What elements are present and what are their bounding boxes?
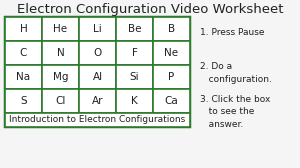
Bar (116, 41, 153, 65)
Text: Ar: Ar (92, 96, 103, 106)
Text: Ne: Ne (164, 48, 178, 58)
Bar (5, 17, 190, 127)
Text: Li: Li (93, 24, 102, 34)
Text: Ca: Ca (165, 96, 178, 106)
Text: H: H (20, 24, 27, 34)
Bar (79, 65, 116, 89)
Bar (79, 17, 116, 41)
Bar (153, 17, 190, 41)
Text: Cl: Cl (55, 96, 66, 106)
Text: O: O (93, 48, 102, 58)
Text: 1. Press Pause: 1. Press Pause (200, 28, 265, 37)
Text: S: S (20, 96, 27, 106)
Text: Al: Al (92, 72, 103, 82)
Bar (42, 89, 79, 113)
Text: P: P (168, 72, 175, 82)
Bar (153, 89, 190, 113)
Bar (116, 17, 153, 41)
Bar (42, 17, 79, 41)
Bar (79, 89, 116, 113)
Bar (5, 113, 190, 127)
Bar (5, 65, 42, 89)
Text: Si: Si (130, 72, 139, 82)
Bar (79, 41, 116, 65)
Bar (116, 65, 153, 89)
Bar (5, 41, 42, 65)
Text: N: N (57, 48, 64, 58)
Text: Na: Na (16, 72, 31, 82)
Bar (153, 41, 190, 65)
Bar (5, 89, 42, 113)
Bar (42, 41, 79, 65)
Bar (42, 65, 79, 89)
Bar (153, 65, 190, 89)
Text: 3. Click the box
   to see the
   answer.: 3. Click the box to see the answer. (200, 95, 270, 129)
Text: Introduction to Electron Configurations: Introduction to Electron Configurations (9, 116, 186, 124)
Text: C: C (20, 48, 27, 58)
Text: Be: Be (128, 24, 141, 34)
Bar (116, 89, 153, 113)
Text: F: F (132, 48, 137, 58)
Bar (5, 17, 42, 41)
Text: Mg: Mg (53, 72, 68, 82)
Text: He: He (53, 24, 68, 34)
Text: K: K (131, 96, 138, 106)
Text: B: B (168, 24, 175, 34)
Text: Electron Configuration Video Worksheet: Electron Configuration Video Worksheet (17, 3, 283, 15)
Text: 2. Do a
   configuration.: 2. Do a configuration. (200, 62, 272, 83)
